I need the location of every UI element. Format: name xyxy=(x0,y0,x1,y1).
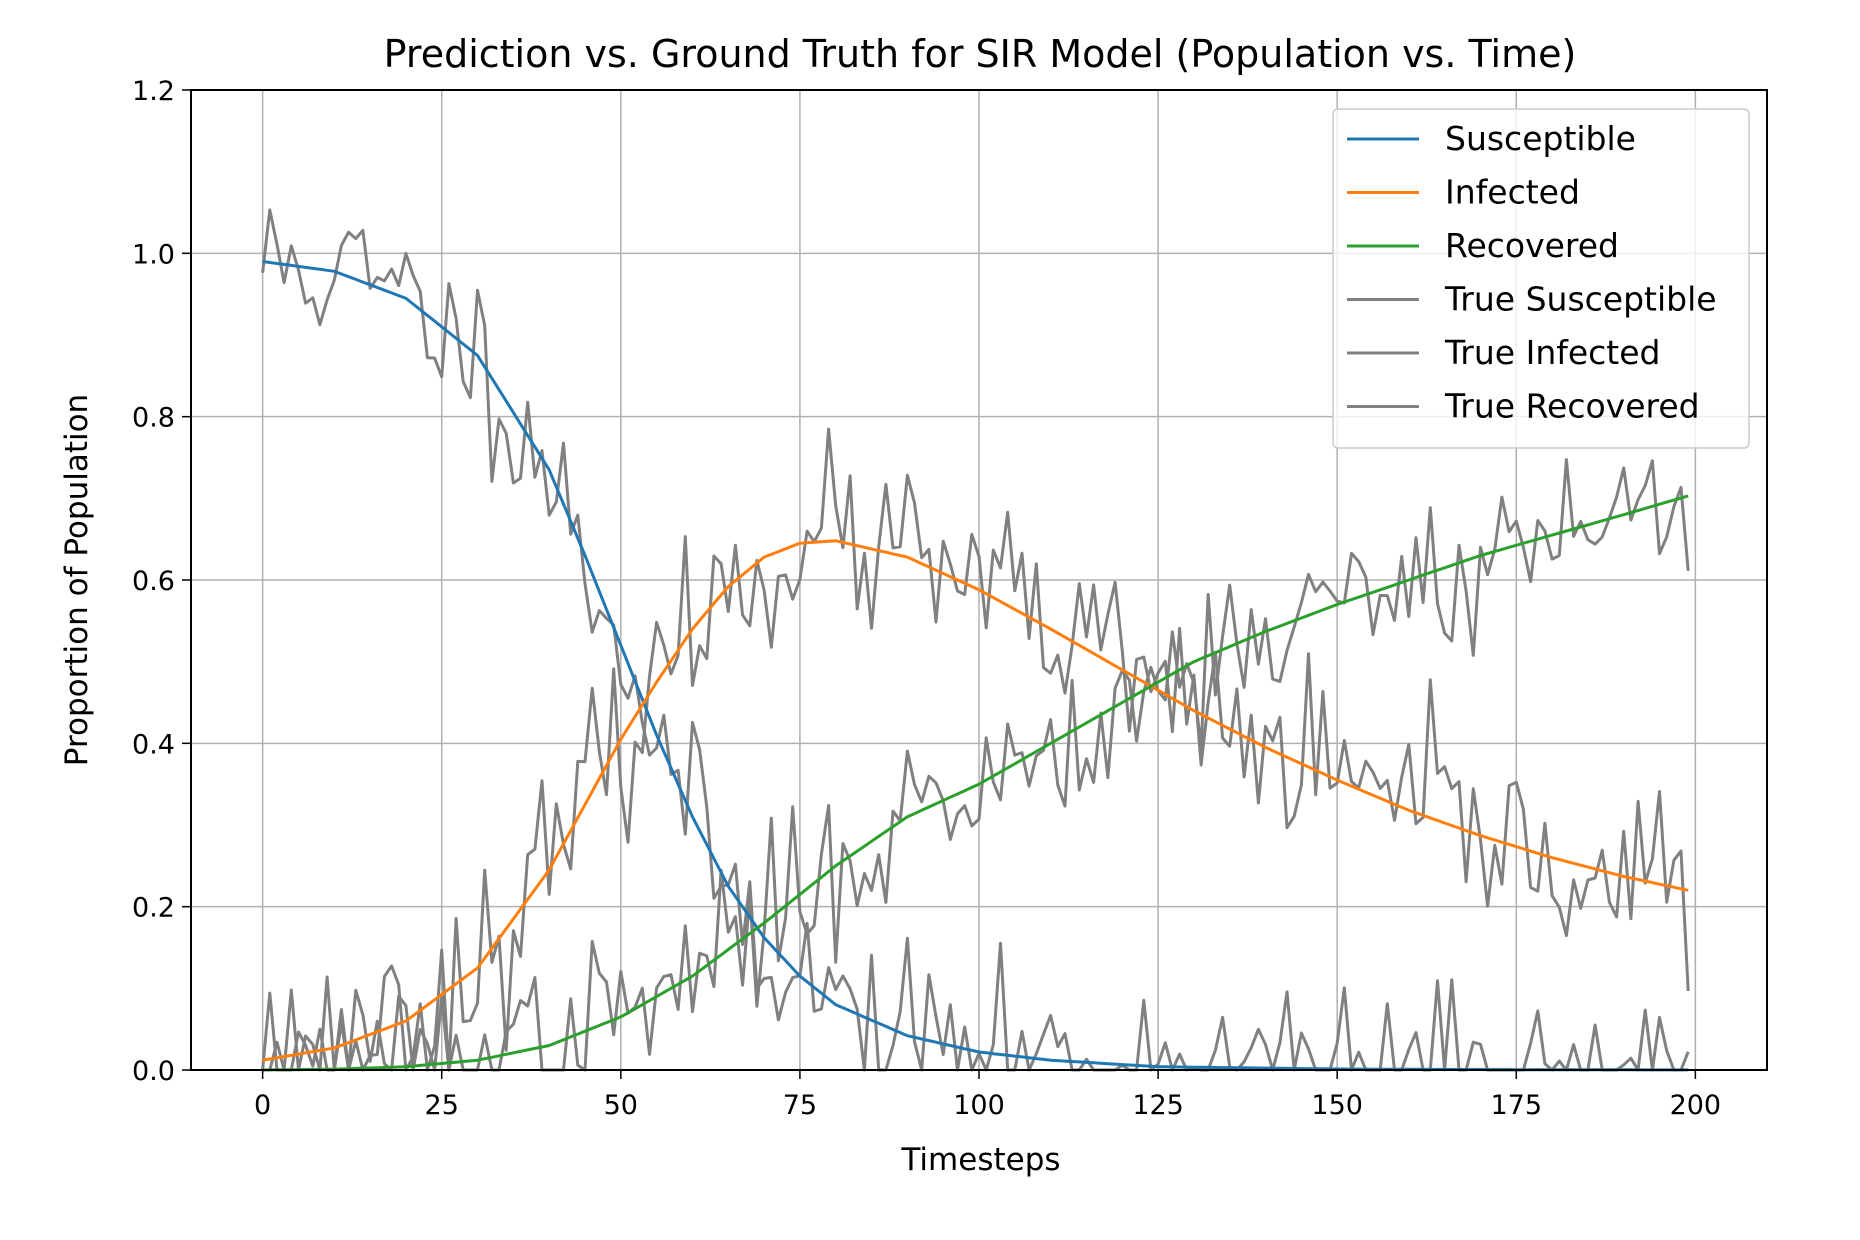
legend-label: True Susceptible xyxy=(1444,280,1717,319)
series-layer xyxy=(261,208,1690,1072)
x-tick-label: 175 xyxy=(1490,1090,1542,1121)
legend-label: Susceptible xyxy=(1445,119,1636,158)
legend-label: True Recovered xyxy=(1444,387,1700,426)
y-tick-label: 0.6 xyxy=(132,566,175,597)
y-tick-label: 0.4 xyxy=(132,729,175,760)
y-tick-label: 0.0 xyxy=(132,1056,175,1087)
x-tick-label: 150 xyxy=(1311,1090,1363,1121)
ticks: 0 25 50 75 100 125 150 175 200 0.0 0.2 0.4 0.6 0.8 1.0… xyxy=(132,76,1721,1121)
x-tick-label: 0 xyxy=(254,1090,271,1121)
y-axis-label: Proportion of Population xyxy=(59,394,95,766)
x-tick-label: 75 xyxy=(783,1090,817,1121)
series-line-true-infected xyxy=(262,427,1690,1072)
x-tick-label: 25 xyxy=(425,1090,459,1121)
legend-box xyxy=(1332,108,1750,449)
x-tick-label: 200 xyxy=(1670,1090,1722,1121)
legend-label: Infected xyxy=(1445,173,1580,212)
legend-label: True Infected xyxy=(1444,333,1660,372)
y-tick-label: 0.8 xyxy=(132,403,175,434)
x-tick-label: 100 xyxy=(953,1090,1005,1121)
x-tick-label: 125 xyxy=(1132,1090,1184,1121)
series-line-true-susceptible xyxy=(261,208,1690,1072)
series-line-true-recovered xyxy=(261,458,1690,1072)
x-tick-label: 50 xyxy=(604,1090,638,1121)
legend: Susceptible Infected Recovered True Suscept… xyxy=(1332,108,1750,449)
y-tick-label: 1.0 xyxy=(132,239,175,270)
series-line-recovered xyxy=(262,494,1689,1072)
chart-title: Prediction vs. Ground Truth for SIR Mode… xyxy=(384,32,1577,76)
y-tick-label: 0.2 xyxy=(132,893,175,924)
x-axis-label: Timesteps xyxy=(900,1142,1060,1178)
series-line-infected xyxy=(262,539,1689,1062)
legend-label: Recovered xyxy=(1445,226,1619,265)
y-tick-label: 1.2 xyxy=(132,76,175,107)
